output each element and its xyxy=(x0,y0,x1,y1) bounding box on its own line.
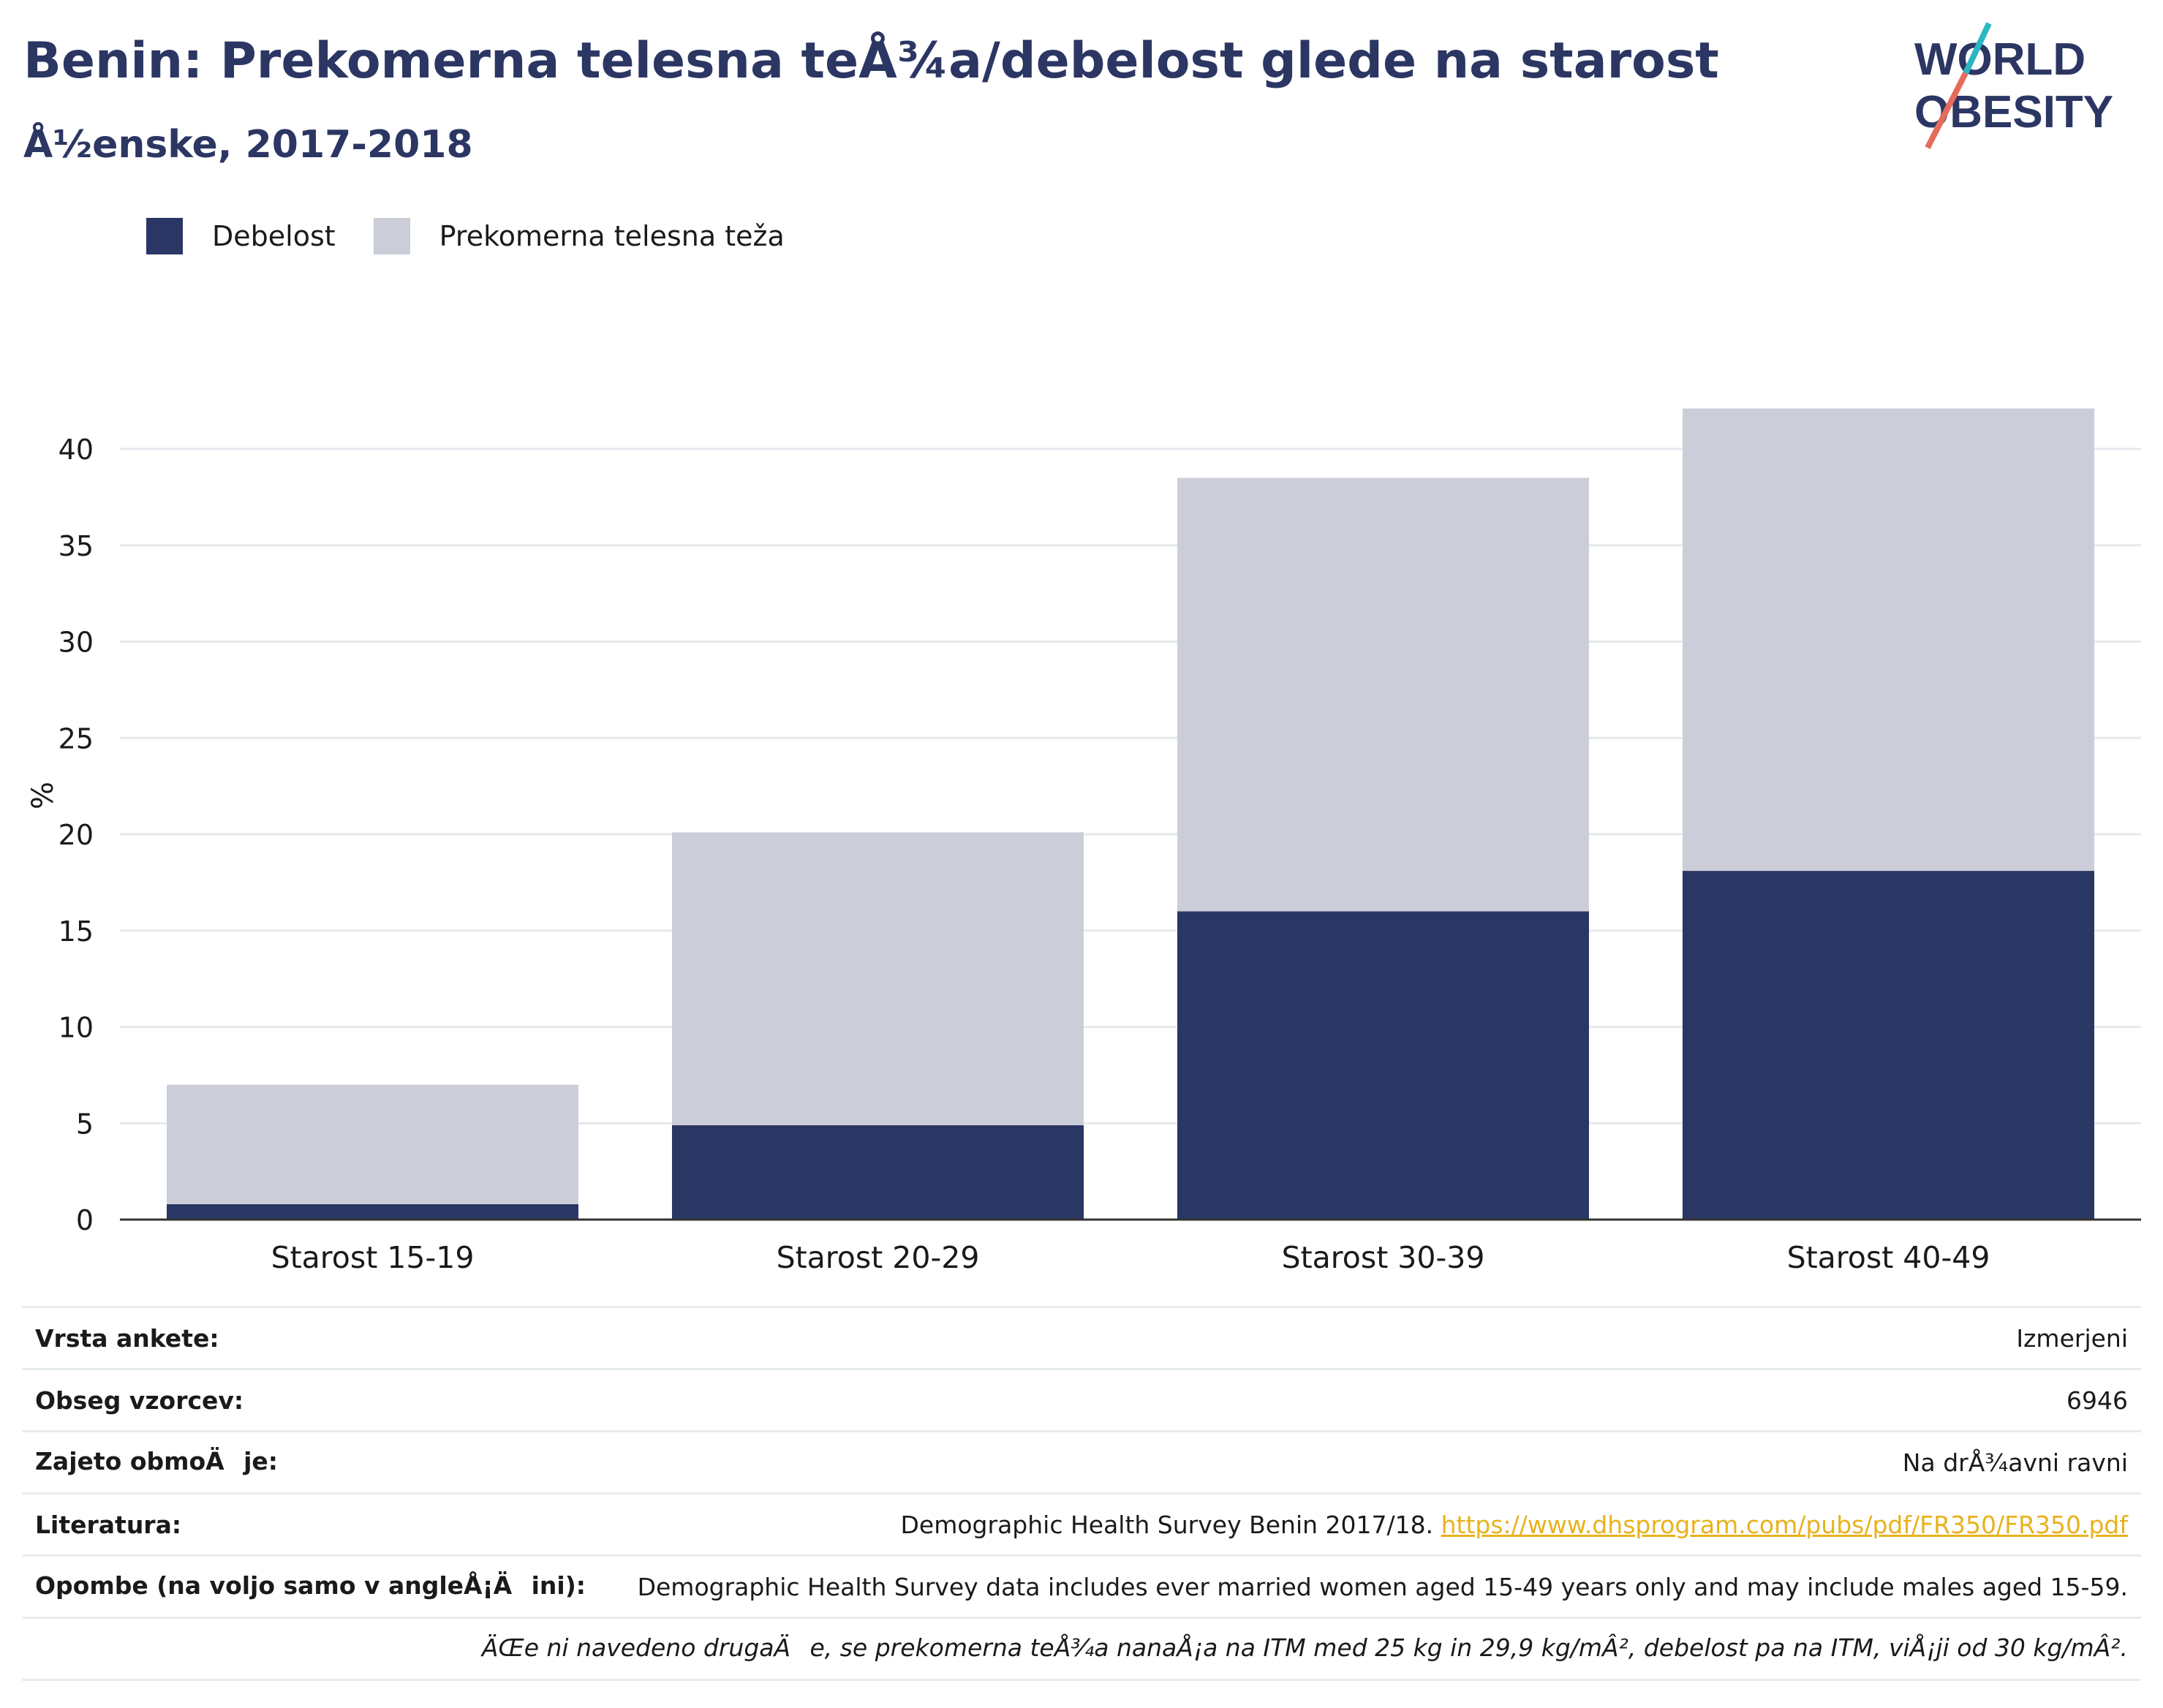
bar-obesity xyxy=(167,1203,578,1220)
chart-subtitle: Å½enske, 2017-2018 xyxy=(23,123,473,167)
y-tick-label: 0 xyxy=(76,1204,94,1236)
definition-note: ÄŒe ni navedeno drugaÄe, se prekomerna … xyxy=(481,1633,2128,1662)
reference-label: Literatura: xyxy=(35,1510,182,1539)
legend-label-overweight: Prekomerna telesna teža xyxy=(439,220,785,252)
info-row-definition: ÄŒe ni navedeno drugaÄe, se prekomerna … xyxy=(22,1617,2141,1681)
y-tick-label: 15 xyxy=(58,915,94,948)
coverage-value: Na drÅ¾avni ravni xyxy=(1902,1448,2128,1477)
y-tick-label: 10 xyxy=(58,1012,94,1044)
y-tick-label: 5 xyxy=(76,1108,94,1140)
legend-swatch-obesity xyxy=(146,218,183,254)
logo-slash-teal xyxy=(1963,22,1992,75)
reference-link[interactable]: https://www.dhsprogram.com/pubs/pdf/FR35… xyxy=(1441,1510,2128,1539)
y-tick-label: 40 xyxy=(58,434,94,466)
x-tick-label: Starost 20-29 xyxy=(777,1240,980,1275)
reference-value: Demographic Health Survey Benin 2017/18.… xyxy=(901,1511,2142,1539)
bar-overweight xyxy=(672,832,1084,1125)
notes-label: Opombe (na voljo samo v angleÅ¡Äini): xyxy=(35,1571,586,1600)
reference-text: Demographic Health Survey Benin 2017/18. xyxy=(900,1510,1434,1539)
info-table: Vrsta ankete: Izmerjeni Obseg vzorcev: 6… xyxy=(22,1306,2141,1681)
coverage-label: Zajeto obmoÄje: xyxy=(35,1447,279,1475)
y-tick-label: 35 xyxy=(58,530,94,562)
x-tick-label: Starost 40-49 xyxy=(1787,1240,1990,1275)
info-row-survey-type: Vrsta ankete: Izmerjeni xyxy=(22,1306,2141,1368)
logo-line1: WORLD xyxy=(1914,34,2085,85)
x-tick-label: Starost 30-39 xyxy=(1282,1240,1485,1275)
notes-value: Demographic Health Survey data includes … xyxy=(637,1572,2128,1601)
y-tick-label: 25 xyxy=(58,722,94,755)
x-tick-label: Starost 15-19 xyxy=(271,1240,475,1275)
chart-legend: Debelost Prekomerna telesna teža xyxy=(146,216,823,256)
info-row-notes: Opombe (na voljo samo v angleÅ¡Äini): D… xyxy=(22,1554,2141,1617)
survey-type-label: Vrsta ankete: xyxy=(35,1323,219,1353)
info-row-coverage: Zajeto obmoÄje: Na drÅ¾avni ravni xyxy=(22,1430,2141,1492)
legend-item-overweight: Prekomerna telesna teža xyxy=(373,218,785,254)
sample-size-value: 6946 xyxy=(2066,1386,2128,1415)
bar-overweight xyxy=(1177,477,1589,912)
chart-title: Benin: Prekomerna telesna teÅ¾a/debelost… xyxy=(23,32,1719,90)
bar-chart: 0 5 10 15 20 25 30 35 40% Starost 15-19 Starost 20… xyxy=(26,408,2141,1275)
world-obesity-logo: WORLD OBESITY xyxy=(1914,22,2113,149)
bar-obesity xyxy=(672,1125,1084,1220)
bar-obesity xyxy=(1683,871,2094,1220)
survey-type-value: Izmerjeni xyxy=(2016,1323,2128,1353)
info-row-sample-size: Obseg vzorcev: 6946 xyxy=(22,1368,2141,1430)
sample-size-label: Obseg vzorcev: xyxy=(35,1386,244,1415)
bar-overweight xyxy=(167,1084,578,1204)
legend-item-obesity: Debelost xyxy=(146,218,336,254)
y-tick-label: 20 xyxy=(58,819,94,851)
bar-obesity xyxy=(1177,911,1589,1220)
y-tick-label: 30 xyxy=(58,627,94,659)
bar-overweight xyxy=(1683,408,2094,872)
y-axis-label: % xyxy=(26,782,60,809)
logo-slash-coral xyxy=(1925,72,1968,149)
legend-swatch-overweight xyxy=(373,218,410,254)
legend-label-obesity: Debelost xyxy=(212,220,336,252)
info-row-reference: Literatura: Demographic Health Survey Be… xyxy=(22,1492,2141,1554)
